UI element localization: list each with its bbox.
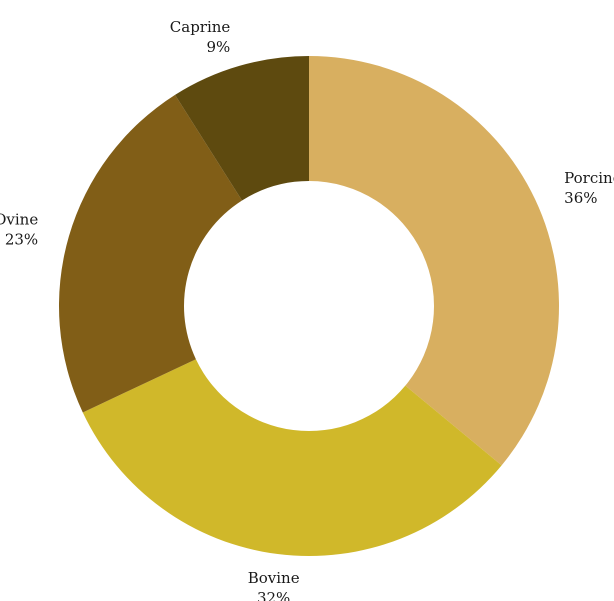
slice-porcine: [309, 56, 560, 466]
slice-value-label-ovine: 23%: [5, 230, 38, 248]
slice-label-ovine: Ovine: [0, 210, 38, 228]
labels-group: Porcine 36% Bovine 32% Ovine 23% Caprine 9%: [0, 18, 614, 601]
slice-label-caprine: Caprine: [170, 18, 231, 36]
slice-bovine: [82, 359, 502, 557]
slice-value-label-porcine: 36%: [564, 189, 597, 207]
slice-value-label-bovine: 32%: [257, 589, 290, 601]
slice-ovine: [58, 94, 243, 413]
slice-label-porcine: Porcine: [564, 169, 614, 187]
slice-caprine: [175, 56, 309, 201]
slices-group: [58, 56, 560, 557]
slice-value-label-caprine: 9%: [207, 38, 231, 56]
slice-label-bovine: Bovine: [248, 569, 300, 587]
